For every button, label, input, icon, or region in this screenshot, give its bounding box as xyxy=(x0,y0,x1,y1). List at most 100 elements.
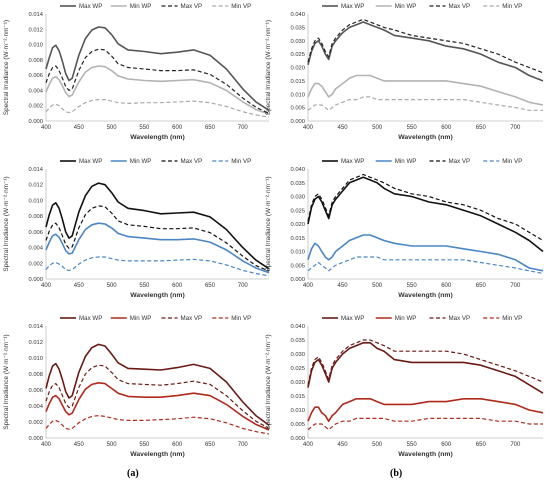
y-tick-label: 0.020 xyxy=(290,380,305,386)
y-tick-label: 0.030 xyxy=(290,195,305,201)
x-tick-label: 700 xyxy=(238,283,249,289)
y-axis-label: Spectral Irradiance (W·m⁻²·nm⁻¹) xyxy=(265,176,272,271)
legend-entry: Max VP xyxy=(181,158,203,165)
y-tick-label: 0.040 xyxy=(290,324,305,330)
y-tick-label: 0.004 xyxy=(28,88,43,94)
y-tick-label: 0.008 xyxy=(28,58,43,64)
y-tick-label: 0.035 xyxy=(290,338,305,344)
y-tick-label: 0.020 xyxy=(290,66,305,72)
x-tick-label: 700 xyxy=(238,125,249,131)
x-axis-label: Wavelength (nm) xyxy=(398,292,453,299)
y-tick-label: 0.035 xyxy=(290,25,305,31)
y-tick-label: 0.010 xyxy=(290,408,305,414)
y-tick-label: 0.008 xyxy=(28,372,43,378)
y-tick-label: 0.000 xyxy=(28,436,43,442)
y-axis-label: Spectral Irradiance (W·m⁻²·nm⁻¹) xyxy=(265,334,272,429)
series-line-max-vp xyxy=(307,339,544,385)
y-tick-label: 0.010 xyxy=(290,250,305,256)
chart-panel-b-bottom: 0.000 0.005 0.010 0.015 0.020 0.025 0.030 0.035… xyxy=(265,315,544,458)
x-tick-label: 700 xyxy=(510,283,521,289)
y-tick-label: 0.005 xyxy=(290,263,305,269)
legend-entry: Min WP xyxy=(395,158,417,165)
series-line-max-wp xyxy=(307,341,544,394)
chart-panel-b-top: 0.000 0.005 0.010 0.015 0.020 0.025 0.030 0.035… xyxy=(265,3,544,141)
y-tick-label: 0.015 xyxy=(290,394,305,400)
y-tick-label: 0.006 xyxy=(28,230,43,236)
x-tick-label: 450 xyxy=(74,442,85,448)
y-tick-label: 0.012 xyxy=(28,27,43,33)
series-line-min-wp xyxy=(45,65,270,115)
y-tick-label: 0.006 xyxy=(28,388,43,394)
x-tick-label: 650 xyxy=(205,442,216,448)
y-tick-label: 0.002 xyxy=(28,104,43,110)
x-tick-label: 650 xyxy=(205,283,216,289)
y-tick-label: 0.030 xyxy=(290,352,305,358)
y-tick-label: 0.010 xyxy=(28,356,43,362)
x-tick-label: 600 xyxy=(441,442,452,448)
y-tick-label: 0.015 xyxy=(290,236,305,242)
y-tick-label: 0.040 xyxy=(290,167,305,173)
y-tick-label: 0.012 xyxy=(28,340,43,346)
y-axis-label: Spectral Irradiance (W·m⁻²·nm⁻¹) xyxy=(3,334,10,429)
series-line-min-vp xyxy=(45,98,270,118)
chart-panel-a-top: 0.000 0.002 0.004 0.006 0.008 0.010 0.012 0.014… xyxy=(3,3,270,141)
legend-entry: Max WP xyxy=(341,158,364,165)
x-tick-label: 700 xyxy=(238,442,249,448)
legend-entry: Min VP xyxy=(231,315,251,322)
x-tick-label: 500 xyxy=(107,125,118,131)
y-tick-label: 0.010 xyxy=(28,43,43,49)
x-tick-label: 600 xyxy=(441,283,452,289)
x-tick-label: 600 xyxy=(172,125,183,131)
series-line-max-vp xyxy=(307,18,544,74)
x-tick-label: 700 xyxy=(510,442,521,448)
x-tick-label: 450 xyxy=(338,125,349,131)
x-tick-label: 650 xyxy=(476,125,487,131)
legend-entry: Min VP xyxy=(502,3,522,10)
legend-entry: Min WP xyxy=(395,315,417,322)
legend-entry: Min WP xyxy=(130,3,152,10)
x-tick-label: 600 xyxy=(172,283,183,289)
y-tick-label: 0.040 xyxy=(290,12,305,18)
y-tick-label: 0.005 xyxy=(290,422,305,428)
y-tick-label: 0.002 xyxy=(28,420,43,426)
x-tick-label: 400 xyxy=(303,442,314,448)
x-tick-label: 550 xyxy=(139,442,150,448)
legend-entry: Min WP xyxy=(130,315,152,322)
legend-entry: Max WP xyxy=(79,315,102,322)
y-tick-label: 0.030 xyxy=(290,39,305,45)
x-axis-label: Wavelength (nm) xyxy=(130,292,185,299)
series-line-min-vp xyxy=(307,417,543,431)
y-tick-label: 0.000 xyxy=(28,119,43,125)
y-axis-label: Spectral Irradiance (W·m⁻²·nm⁻¹) xyxy=(3,20,10,115)
x-tick-label: 400 xyxy=(41,125,52,131)
chart-panel-a-middle: 0.000 0.002 0.004 0.006 0.008 0.010 0.012 0.014… xyxy=(3,158,270,299)
x-tick-label: 400 xyxy=(303,283,314,289)
series-line-min-vp xyxy=(45,415,270,435)
series-line-max-wp xyxy=(45,343,270,426)
series-line-max-vp xyxy=(45,364,270,429)
y-axis-label: Spectral Irradiance (W·m⁻²·nm⁻¹) xyxy=(3,176,10,271)
series-line-min-wp xyxy=(307,234,544,272)
series-line-min-vp xyxy=(307,96,543,111)
y-tick-label: 0.002 xyxy=(28,261,43,267)
legend-entry: Min VP xyxy=(502,315,522,322)
legend-entry: Min WP xyxy=(130,158,152,165)
legend-entry: Max VP xyxy=(449,158,471,165)
legend-entry: Min WP xyxy=(395,3,417,10)
y-tick-label: 0.004 xyxy=(28,246,43,252)
x-tick-label: 550 xyxy=(407,442,418,448)
x-tick-label: 550 xyxy=(139,125,150,131)
legend-entry: Max WP xyxy=(79,3,102,10)
y-axis-label: Spectral Irradiance (W·m⁻²·nm⁻¹) xyxy=(265,20,272,115)
y-tick-label: 0.010 xyxy=(28,198,43,204)
y-tick-label: 0.014 xyxy=(28,12,43,18)
legend-entry: Max WP xyxy=(341,315,364,322)
x-tick-label: 600 xyxy=(441,125,452,131)
x-axis-label: Wavelength (nm) xyxy=(398,451,453,458)
x-tick-label: 650 xyxy=(476,283,487,289)
series-line-min-wp xyxy=(45,222,270,274)
legend-entry: Max VP xyxy=(449,315,471,322)
x-tick-label: 500 xyxy=(372,125,383,131)
y-tick-label: 0.010 xyxy=(290,92,305,98)
